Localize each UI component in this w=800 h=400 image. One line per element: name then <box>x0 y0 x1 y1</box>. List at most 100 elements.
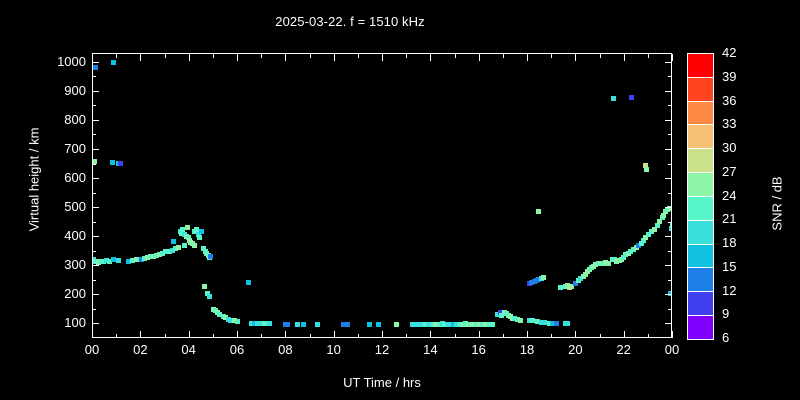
scatter-point <box>454 321 460 327</box>
x-tick-minor <box>116 54 118 58</box>
scatter-point <box>258 320 264 326</box>
x-tick-minor <box>357 334 359 338</box>
scatter-point <box>669 221 671 227</box>
colorbar-tick-label: 33 <box>722 116 737 132</box>
scatter-point <box>251 320 257 326</box>
x-tick-major <box>237 331 238 338</box>
scatter-point <box>476 321 482 327</box>
scatter-point <box>572 281 578 287</box>
scatter-point <box>514 316 520 322</box>
scatter-point <box>153 253 159 259</box>
x-tick-minor <box>599 334 601 338</box>
x-tick-minor <box>406 54 408 58</box>
y-tick-major <box>665 61 672 63</box>
scatter-point <box>393 321 399 327</box>
x-tick-major <box>140 54 142 61</box>
scatter-point <box>254 321 260 327</box>
scatter-point <box>294 321 300 327</box>
scatter-point <box>367 321 373 327</box>
scatter-point <box>204 290 210 296</box>
scatter-point <box>182 243 188 249</box>
x-tick-minor <box>116 334 118 338</box>
colorbar-band <box>688 196 713 221</box>
scatter-point <box>417 321 423 327</box>
colorbar-tick-label: 39 <box>722 68 737 84</box>
scatter-point <box>470 321 476 327</box>
x-tick-minor <box>164 54 166 58</box>
x-tick-major <box>140 331 142 338</box>
scatter-point <box>564 321 570 327</box>
x-tick-label: 10 <box>326 342 341 357</box>
scatter-point <box>651 226 657 232</box>
x-tick-minor <box>454 334 456 338</box>
scatter-point <box>340 321 346 327</box>
x-tick-label: 00 <box>84 342 100 357</box>
scatter-point <box>93 65 99 71</box>
scatter-point <box>206 294 212 300</box>
scatter-point <box>184 225 190 231</box>
scatter-point <box>208 253 214 259</box>
scatter-point <box>111 60 117 66</box>
x-tick-major <box>382 54 383 61</box>
scatter-point <box>222 314 228 320</box>
scatter-point <box>95 260 101 266</box>
colorbar-band <box>688 268 713 293</box>
x-tick-minor <box>309 54 311 58</box>
x-tick-minor <box>454 54 456 58</box>
scatter-point <box>194 226 200 232</box>
y-tick-major <box>665 148 672 150</box>
x-tick-major <box>527 331 528 338</box>
colorbar-tick-label: 6 <box>722 330 730 345</box>
y-tick-minor <box>92 192 96 194</box>
scatter-point <box>141 255 147 261</box>
x-tick-label: 12 <box>374 342 390 357</box>
scatter-point <box>444 321 450 327</box>
y-tick-minor <box>92 163 96 165</box>
scatter-point <box>192 229 198 235</box>
colorbar-band <box>688 54 713 78</box>
x-tick-major <box>478 331 480 338</box>
x-tick-major <box>672 331 673 338</box>
scatter-point <box>642 163 648 169</box>
scatter-point <box>217 311 223 317</box>
y-tick-label: 700 <box>64 140 86 156</box>
scatter-point <box>169 247 175 253</box>
scatter-point <box>605 261 611 267</box>
x-tick-minor <box>406 334 408 338</box>
scatter-point <box>486 321 492 327</box>
y-tick-major <box>665 294 672 296</box>
scatter-point <box>542 320 548 326</box>
scatter-point <box>541 274 547 280</box>
y-tick-major <box>665 265 672 267</box>
scatter-point <box>117 161 123 167</box>
x-tick-major <box>237 54 238 61</box>
colorbar-tick-label: 30 <box>722 140 737 155</box>
x-tick-label: 00 <box>664 342 680 357</box>
scatter-point <box>180 227 186 233</box>
scatter-point <box>93 159 98 165</box>
x-tick-minor <box>212 334 214 338</box>
scatter-point <box>499 312 505 318</box>
x-tick-minor <box>261 54 263 58</box>
y-tick-minor <box>92 308 96 310</box>
colorbar-tick-label: 18 <box>722 235 737 250</box>
scatter-point <box>538 319 544 325</box>
y-tick-minor <box>668 134 672 136</box>
scatter-point <box>668 225 671 231</box>
scatter-point <box>262 321 268 327</box>
scatter-point <box>657 218 663 224</box>
x-tick-minor <box>164 334 166 338</box>
page-title: 2025-03-22. f = 1510 kHz <box>275 14 425 29</box>
x-tick-major <box>92 331 93 338</box>
x-tick-major <box>92 54 93 61</box>
scatter-point <box>644 167 650 173</box>
scatter-point <box>202 283 208 289</box>
y-tick-major <box>92 178 99 180</box>
x-tick-major <box>430 54 432 61</box>
colorbar-band <box>688 173 713 197</box>
scatter-point <box>646 232 652 238</box>
scatter-point <box>144 255 150 261</box>
scatter-point <box>201 245 207 251</box>
scatter-point <box>536 208 542 214</box>
y-tick-label: 200 <box>64 286 86 302</box>
